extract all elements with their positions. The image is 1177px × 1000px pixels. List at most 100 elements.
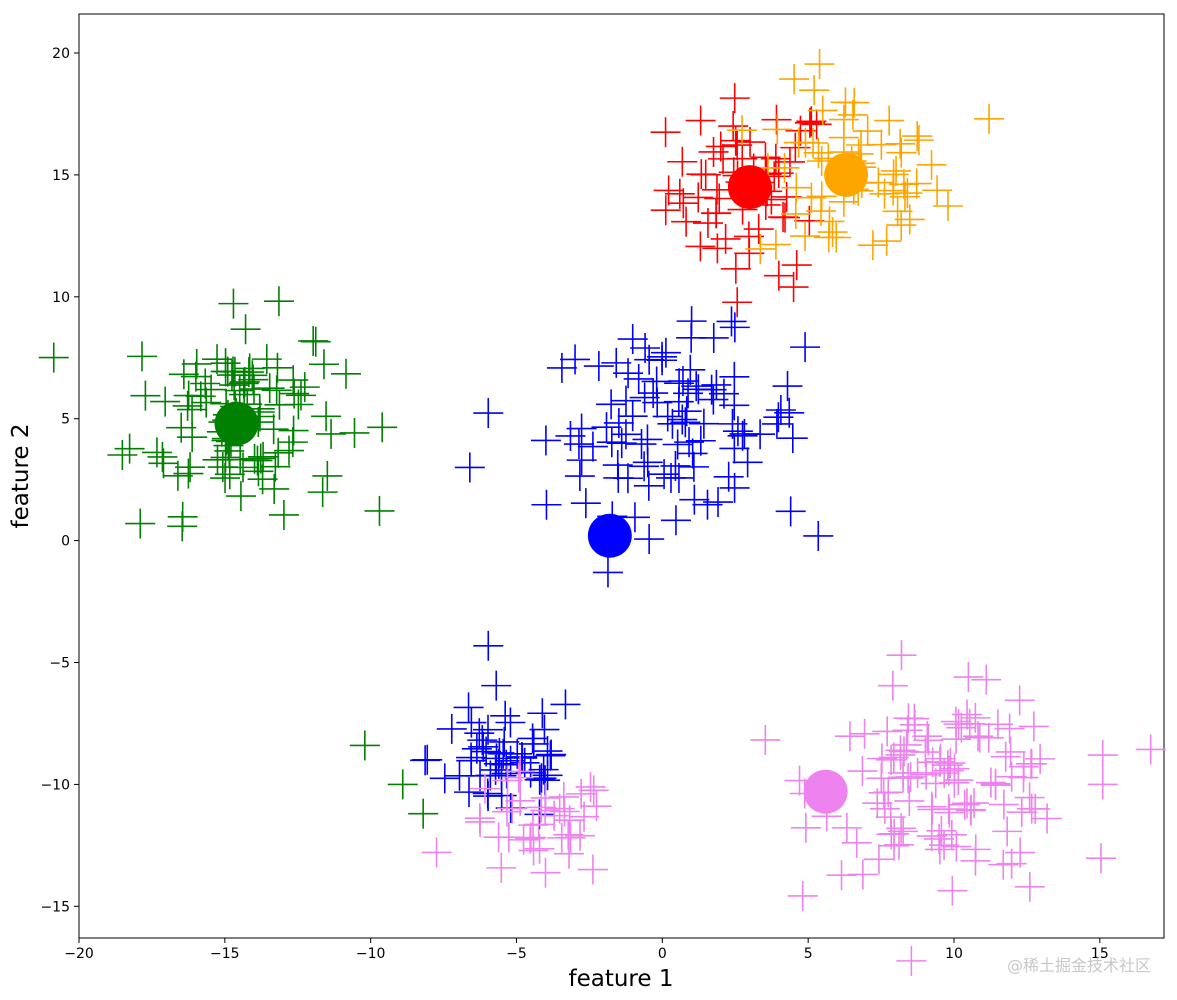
data-point [713, 461, 744, 492]
data-point [913, 725, 944, 756]
data-point [491, 796, 522, 827]
data-point [650, 117, 681, 148]
y-tick-label: −10 [40, 777, 70, 793]
data-point [592, 557, 623, 588]
y-tick-label: 0 [61, 534, 70, 550]
data-point [634, 524, 665, 555]
data-point [675, 354, 706, 385]
data-point [722, 130, 753, 161]
data-point [1004, 685, 1035, 716]
data-point [678, 451, 709, 482]
data-point [530, 857, 561, 888]
data-point [889, 181, 920, 212]
data-point [676, 322, 707, 353]
data-point [38, 342, 69, 373]
data-point [722, 416, 753, 447]
data-point [218, 288, 249, 319]
data-point [180, 361, 211, 392]
data-point [932, 191, 963, 222]
data-point [696, 374, 727, 405]
x-tick-label: 15 [1091, 946, 1109, 962]
y-tick-label: 10 [52, 290, 70, 306]
data-point [952, 699, 983, 730]
data-point [583, 351, 614, 382]
data-point [886, 137, 917, 168]
data-point [555, 420, 586, 451]
data-point [489, 726, 520, 757]
data-point [577, 854, 608, 885]
data-point [894, 785, 925, 816]
data-point [667, 146, 698, 177]
x-tick-label: 0 [658, 946, 667, 962]
y-tick-label: 20 [52, 46, 70, 62]
data-point [891, 729, 922, 760]
data-point [937, 875, 968, 906]
data-point [1014, 871, 1045, 902]
data-point [1006, 797, 1037, 828]
data-point [951, 788, 982, 819]
data-point [916, 791, 947, 822]
data-point [1016, 748, 1047, 779]
data-point [847, 859, 878, 890]
data-point [130, 380, 161, 411]
data-point [331, 358, 362, 389]
data-point [147, 441, 178, 472]
data-point [564, 461, 595, 492]
data-point [1014, 782, 1045, 813]
data-point [1085, 843, 1116, 874]
data-point [410, 745, 441, 776]
data-point [879, 818, 910, 849]
data-point [872, 716, 903, 747]
data-point [775, 496, 806, 527]
data-point [569, 801, 600, 832]
data-point [943, 765, 974, 796]
data-point [830, 87, 861, 118]
y-tick-label: −5 [49, 656, 70, 672]
data-point [263, 286, 294, 317]
data-point [617, 401, 648, 432]
data-point [790, 332, 821, 363]
data-point [926, 815, 957, 846]
data-point [701, 369, 732, 400]
centroid-marker [587, 513, 632, 558]
data-point [577, 431, 608, 462]
data-point [202, 444, 233, 475]
data-point [550, 689, 581, 720]
data-point [641, 366, 672, 397]
data-point [638, 378, 669, 409]
data-point [768, 202, 799, 233]
x-tick-label: 5 [804, 946, 813, 962]
data-point [727, 420, 758, 451]
data-point [575, 771, 606, 802]
data-point [710, 223, 741, 254]
data-point [298, 325, 329, 356]
data-point [799, 75, 830, 106]
data-point [279, 378, 310, 409]
data-point [263, 437, 294, 468]
centroid-marker [824, 152, 869, 197]
data-point [650, 337, 681, 368]
data-point [674, 427, 705, 458]
data-point [114, 433, 145, 464]
data-point [484, 737, 515, 768]
data-point [312, 460, 343, 491]
data-point [268, 499, 299, 530]
data-point [716, 306, 747, 337]
data-point [719, 83, 750, 114]
data-point [162, 460, 193, 491]
data-point [719, 312, 750, 343]
data-point [553, 838, 584, 869]
data-point [634, 344, 665, 375]
data-point [228, 368, 259, 399]
data-point [769, 152, 800, 183]
data-point [780, 198, 811, 229]
data-point [629, 382, 660, 413]
data-point [349, 730, 380, 761]
data-point [311, 401, 342, 432]
data-point [902, 121, 933, 152]
data-point [565, 820, 596, 851]
data-point [387, 769, 418, 800]
y-tick-label: 15 [52, 168, 70, 184]
data-point [761, 408, 792, 439]
data-point [781, 250, 812, 281]
